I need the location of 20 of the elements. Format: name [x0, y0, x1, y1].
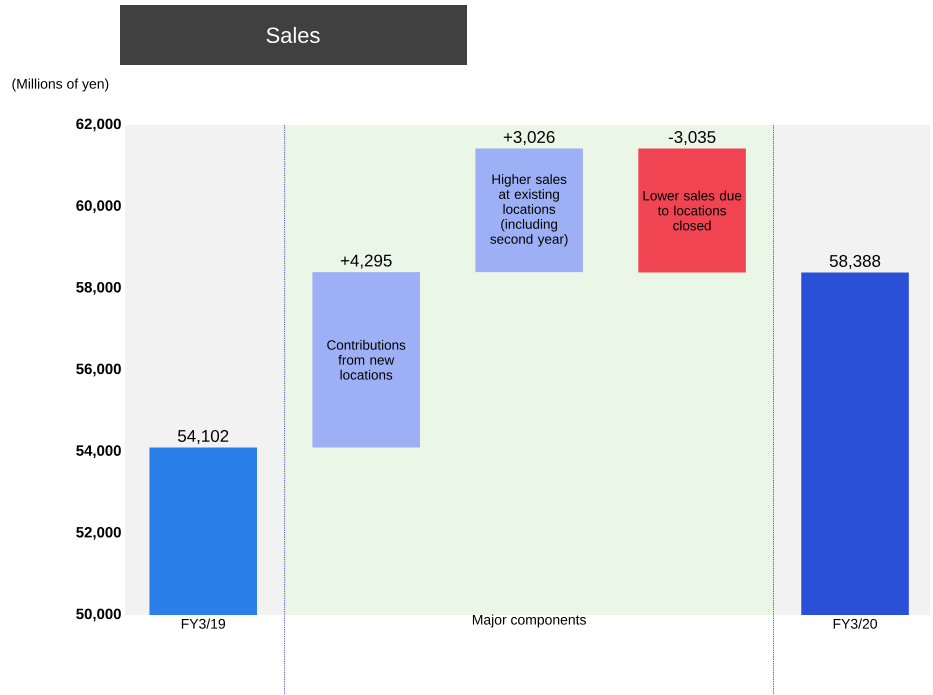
y-tick-label: 54,000	[76, 445, 121, 458]
y-axis-title: (Millions of yen)	[12, 78, 108, 92]
data-label: 58,388	[830, 254, 880, 269]
y-tick-label: 60,000	[76, 200, 121, 214]
data-label: 54,102	[178, 430, 228, 444]
x-tick-label: FY3/20	[834, 618, 877, 629]
data-label: +4,295	[340, 254, 392, 269]
y-tick-label: 58,000	[76, 282, 121, 295]
data-label: -3,035	[668, 131, 716, 146]
x-tick-label: Higher sales at existing locations (including second year)	[490, 174, 568, 246]
x-tick-label: FY3/19	[182, 618, 226, 629]
data-label: +3,026	[504, 131, 555, 146]
band-label: Major components	[472, 614, 586, 628]
y-tick-label: 52,000	[76, 526, 121, 540]
y-tick-label: 62,000	[76, 118, 121, 132]
x-tick-label: Lower sales due to locations closed	[643, 190, 742, 230]
x-tick-label: Contributions from new locations	[327, 340, 406, 380]
y-tick-label: 56,000	[76, 364, 121, 376]
chart-title: Sales	[266, 26, 320, 44]
y-tick-label: 50,000	[76, 608, 121, 622]
